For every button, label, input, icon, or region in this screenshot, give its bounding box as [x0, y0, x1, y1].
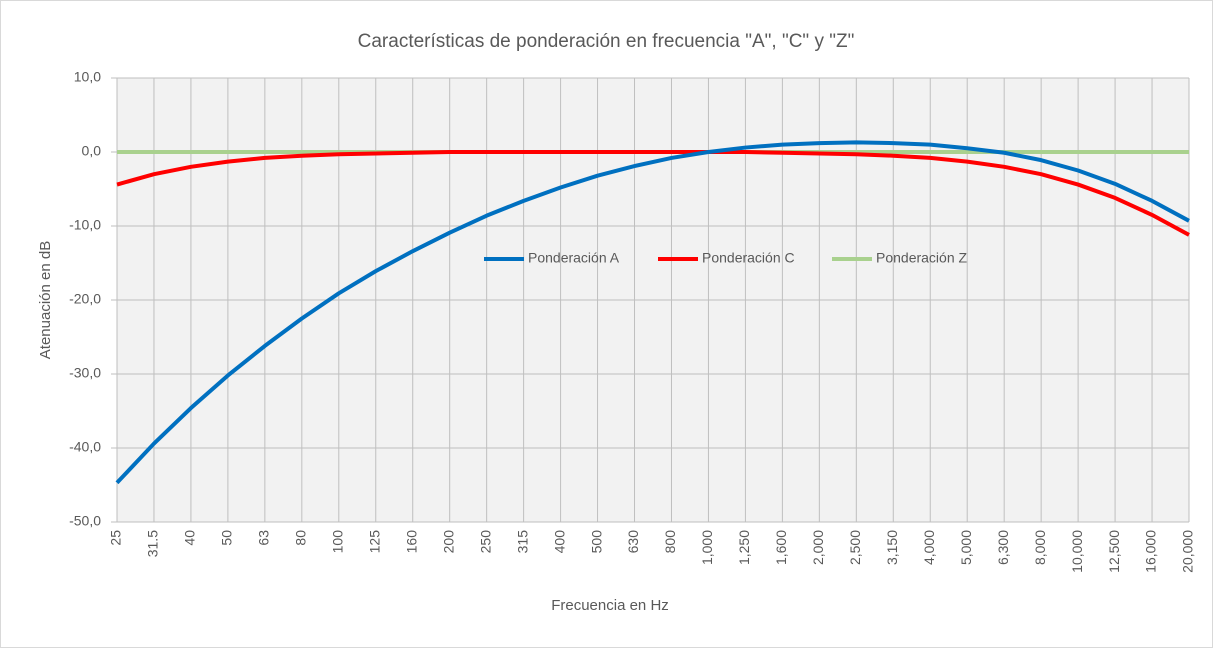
- chart-title: Características de ponderación en frecue…: [358, 31, 855, 52]
- series-line: [116, 150, 1190, 237]
- x-tick-label: 100: [329, 530, 345, 554]
- x-tick-label: 8,000: [1032, 530, 1048, 565]
- x-tick-label: 800: [662, 530, 678, 554]
- x-tick-label: 50: [219, 530, 235, 546]
- x-tick-label: 80: [293, 530, 309, 546]
- series-line: [115, 140, 1190, 485]
- x-tick-label: 25: [108, 530, 124, 546]
- x-tick-label: 630: [625, 530, 641, 554]
- y-axis-title: Atenuación en dB: [37, 241, 54, 359]
- y-tick-label: -30,0: [69, 365, 101, 381]
- x-tick-label: 6,300: [995, 530, 1011, 565]
- y-tick-label: -40,0: [69, 439, 101, 455]
- legend-label: Ponderación C: [702, 250, 795, 266]
- x-tick-label: 315: [514, 530, 530, 554]
- x-tick-label: 16,000: [1143, 530, 1159, 573]
- y-tick-label: 10,0: [74, 69, 101, 85]
- x-tick-label: 10,000: [1069, 530, 1085, 573]
- x-tick-label: 200: [440, 530, 456, 554]
- x-tick-label: 1,600: [773, 530, 789, 565]
- y-tick-label: -50,0: [69, 513, 101, 529]
- x-axis-title: Frecuencia en Hz: [551, 597, 669, 614]
- x-tick-label: 4,000: [921, 530, 937, 565]
- x-tick-label: 250: [477, 530, 493, 554]
- legend-label: Ponderación A: [528, 250, 620, 266]
- y-tick-label: 0,0: [82, 143, 102, 159]
- x-tick-label: 20,000: [1180, 530, 1196, 573]
- x-tick-label: 3,150: [884, 530, 900, 565]
- y-tick-label: -10,0: [69, 217, 101, 233]
- x-tick-label: 400: [551, 530, 567, 554]
- x-tick-label: 160: [403, 530, 419, 554]
- x-tick-label: 500: [588, 530, 604, 554]
- x-tick-label: 31.5: [145, 530, 161, 557]
- x-tick-label: 1,250: [736, 530, 752, 565]
- x-tick-label: 2,000: [810, 530, 826, 565]
- x-tick-label: 40: [182, 530, 198, 546]
- x-tick-label: 5,000: [958, 530, 974, 565]
- x-tick-label: 1,000: [699, 530, 715, 565]
- x-tick-label: 125: [366, 530, 382, 554]
- x-tick-label: 12,500: [1106, 530, 1122, 573]
- x-tick-label: 2,500: [847, 530, 863, 565]
- y-tick-label: -20,0: [69, 291, 101, 307]
- legend-label: Ponderación Z: [876, 250, 968, 266]
- x-tick-label: 63: [256, 530, 272, 546]
